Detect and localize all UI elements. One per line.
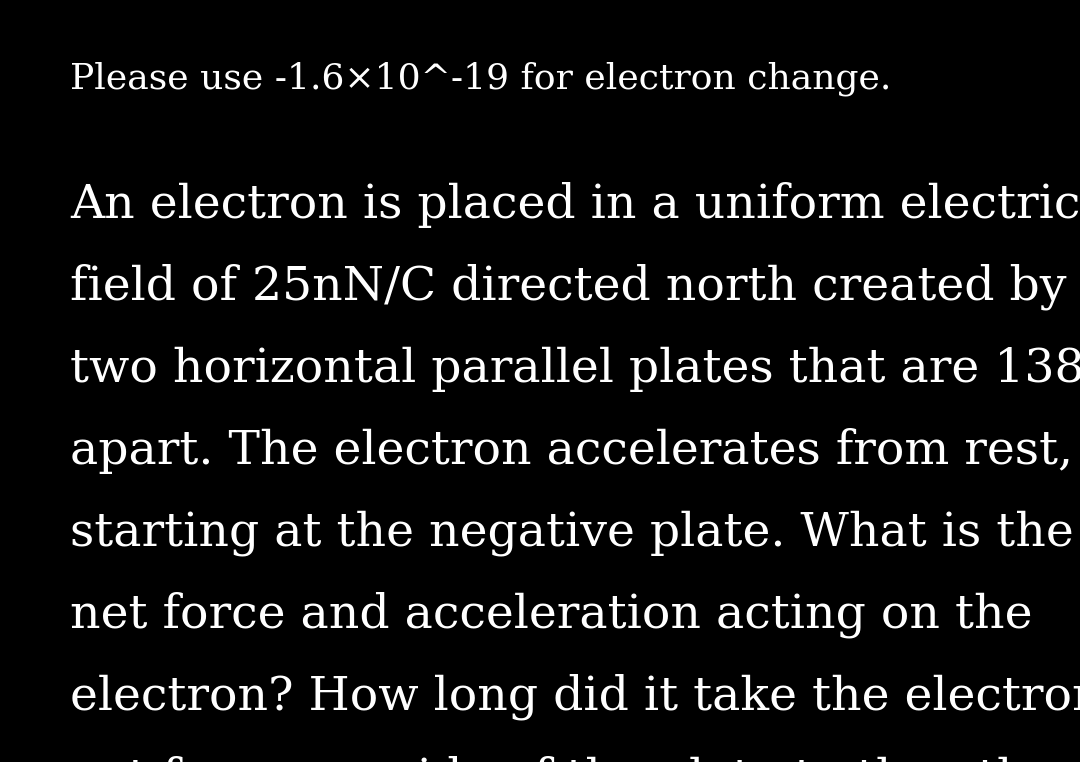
Text: starting at the negative plate. What is the: starting at the negative plate. What is … [70, 510, 1074, 555]
Text: net force and acceleration acting on the: net force and acceleration acting on the [70, 592, 1032, 639]
Text: get from one side of the plate to the other?: get from one side of the plate to the ot… [70, 756, 1080, 762]
Text: two horizontal parallel plates that are 138fm: two horizontal parallel plates that are … [70, 346, 1080, 392]
Text: An electron is placed in a uniform electric: An electron is placed in a uniform elect… [70, 182, 1080, 228]
Text: field of 25nN/C directed north created by: field of 25nN/C directed north created b… [70, 264, 1067, 310]
Text: apart. The electron accelerates from rest,: apart. The electron accelerates from res… [70, 428, 1074, 474]
Text: electron? How long did it take the electron to: electron? How long did it take the elect… [70, 674, 1080, 721]
Text: Please use -1.6×10^-19 for electron change.: Please use -1.6×10^-19 for electron chan… [70, 62, 891, 97]
